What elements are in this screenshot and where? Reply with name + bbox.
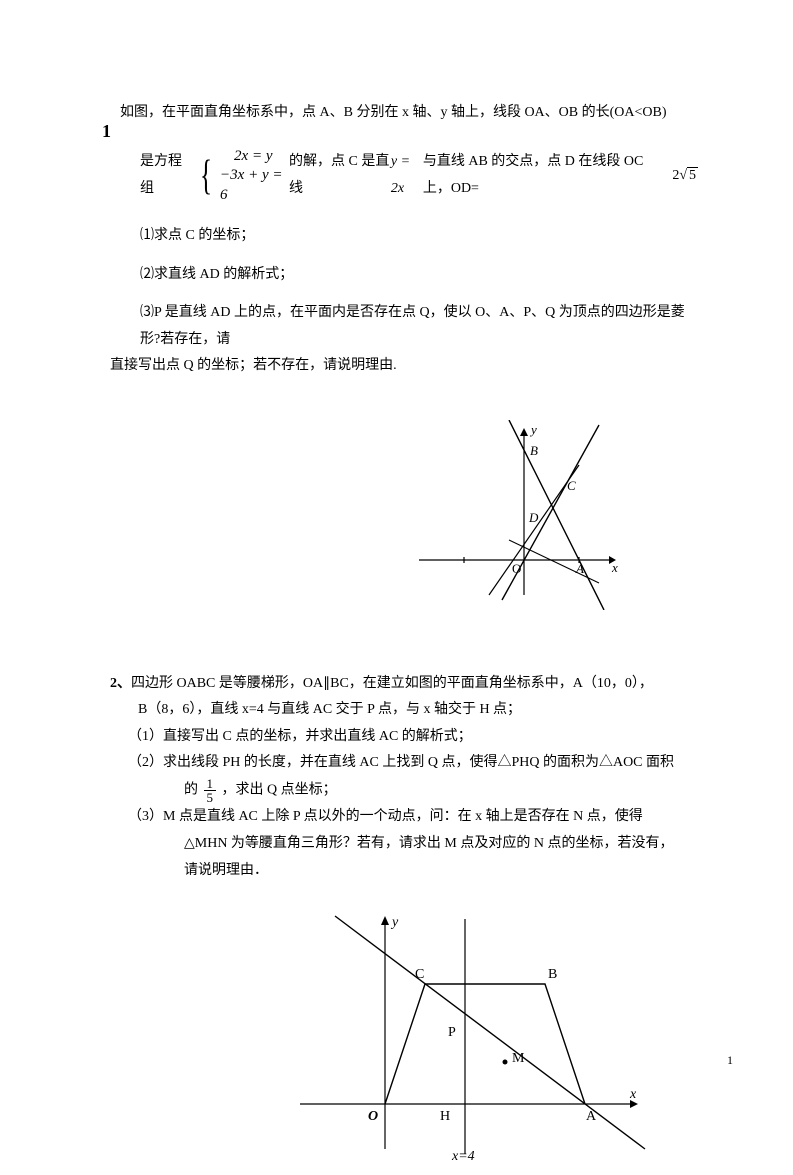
q2-line1: 2、四边形 OABC 是等腰梯形，OA∥BC，在建立如图的平面直角坐标系中，A（…: [110, 671, 698, 698]
fig2-P: P: [448, 1025, 456, 1040]
eq-pre: 是方程组: [140, 149, 190, 202]
eq-row2: −3x + y = 6: [220, 166, 283, 205]
q2-s2b-post: ，求出 Q 点坐标；: [222, 783, 337, 798]
fig2-C: C: [415, 967, 424, 982]
q2-sub3c: 请说明理由．: [128, 858, 698, 885]
q1-line1: 如图，在平面直角坐标系中，点 A、B 分别在 x 轴、y 轴上，线段 OA、OB…: [110, 100, 698, 127]
q1-header: 1 如图，在平面直角坐标系中，点 A、B 分别在 x 轴、y 轴上，线段 OA、…: [110, 100, 698, 127]
fig2-M: M: [512, 1051, 525, 1066]
fig2-x4: x=4: [451, 1149, 475, 1164]
od-coef: 2: [672, 163, 679, 190]
frac-den: 5: [204, 791, 217, 804]
fig2-x-label: x: [629, 1087, 637, 1102]
q2-sub3b: △MHN 为等腰直角三角形？若有，请求出 M 点及对应的 N 点的坐标，若没有，: [128, 831, 698, 858]
q2-sub1: （1）直接写出 C 点的坐标，并求出直线 AC 的解析式；: [128, 724, 698, 751]
q2-s2b-pre: 的: [184, 783, 198, 798]
q1-sub2: ⑵求直线 AD 的解析式；: [140, 262, 698, 289]
sqrt-icon: 5: [679, 163, 698, 190]
eq-post: 与直线 AB 的交点，点 D 在线段 OC 上，OD=: [423, 149, 672, 202]
od-radicand: 5: [687, 167, 698, 183]
fig1-D: D: [528, 510, 539, 525]
q2-l1-text: 四边形 OABC 是等腰梯形，OA∥BC，在建立如图的平面直角坐标系中，A（10…: [131, 676, 653, 691]
figure-2: y x C B P M O H A x=4: [290, 904, 650, 1164]
q2-line2: B（8，6），直线 x=4 与直线 AC 交于 P 点，与 x 轴交于 H 点；: [110, 697, 698, 724]
fraction-icon: 1 5: [204, 777, 217, 804]
fig1-O: O: [512, 561, 521, 576]
figure-1: y x B C D O A: [404, 420, 624, 610]
q1-sub3-cont: 直接写出点 Q 的坐标；若不存在，请说明理由.: [110, 353, 698, 380]
page-number: 1: [727, 1049, 733, 1072]
q1-number: 1: [102, 114, 111, 148]
q2-number: 2、: [110, 676, 131, 691]
fig1-x-label: x: [611, 560, 618, 575]
fig2-M-dot: [503, 1060, 508, 1065]
fig2-B: B: [548, 967, 557, 982]
q2-sub2: （2）求出线段 PH 的长度，并在直线 AC 上找到 Q 点，使得△PHQ 的面…: [128, 750, 698, 777]
q1-sub1: ⑴求点 C 的坐标；: [140, 223, 698, 250]
q1-sub3: ⑶P 是直线 AD 上的点，在平面内是否存在点 Q，使以 O、A、P、Q 为顶点…: [140, 300, 698, 353]
q1-equation-row: 是方程组 { 2x = y −3x + y = 6 的解，点 C 是直线 y =…: [140, 147, 698, 206]
figure-1-wrap: y x B C D O A: [330, 420, 698, 621]
question-2: 2、四边形 OABC 是等腰梯形，OA∥BC，在建立如图的平面直角坐标系中，A（…: [110, 671, 698, 884]
frac-num: 1: [204, 777, 217, 791]
fig1-C: C: [567, 478, 576, 493]
fig1-B: B: [530, 443, 538, 458]
fig1-A: A: [575, 561, 584, 576]
q2-sub3: （3）M 点是直线 AC 上除 P 点以外的一个动点，问：在 x 轴上是否存在 …: [128, 804, 698, 831]
left-brace-icon: {: [200, 157, 212, 195]
figure-2-wrap: y x C B P M O H A x=4: [290, 904, 698, 1175]
eq-row1: 2x = y: [220, 147, 283, 167]
fig2-y-label: y: [390, 915, 399, 930]
equation-system: { 2x = y −3x + y = 6: [196, 147, 283, 206]
fig1-y-label: y: [529, 422, 537, 437]
eq-mid: 的解，点 C 是直线: [289, 149, 391, 202]
eq-y2x: y = 2x: [391, 149, 423, 202]
q2-sub2b: 的 1 5 ，求出 Q 点坐标；: [128, 777, 698, 804]
